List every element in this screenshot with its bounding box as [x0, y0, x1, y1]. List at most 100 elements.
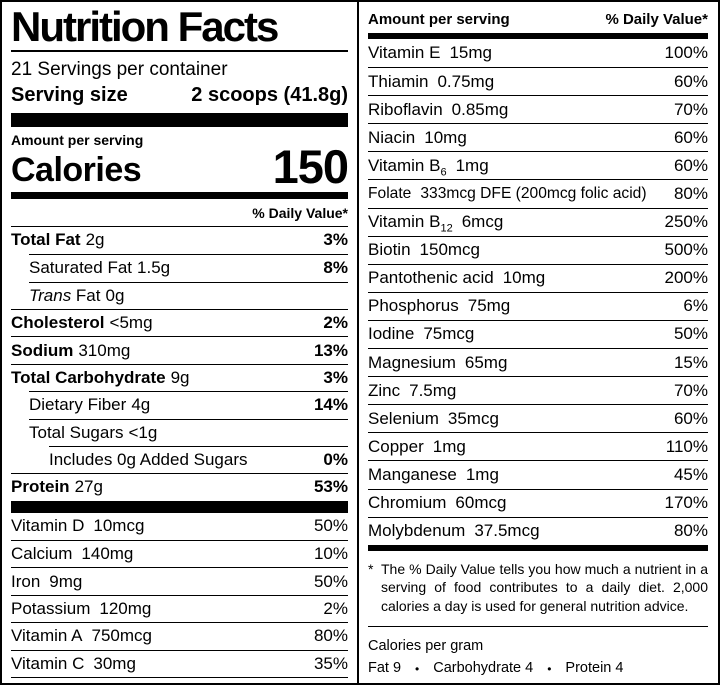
daily-value-percent: 0%	[323, 450, 348, 470]
daily-value-percent: 250%	[664, 212, 708, 232]
nutrient-amount: 0.75mg	[437, 71, 495, 91]
nutrient-name: Vitamin D 10mcg	[11, 516, 145, 536]
nutrient-amount: 0g	[105, 285, 125, 305]
nutrient-row: Potassium 120mg 2%	[11, 594, 348, 622]
nutrient-name: Vitamin B12 6mcg	[368, 212, 504, 235]
nutrient-name: Includes 0g Added Sugars	[49, 450, 248, 470]
nutrient-name: Thiamin 0.75mg	[368, 71, 495, 91]
nutrient-row: Sodium 310mg 13%	[11, 336, 348, 363]
serving-size-value: 2 scoops (41.8g)	[191, 83, 348, 106]
nutrient-amount: 120mg	[99, 599, 152, 619]
nutrient-amount: 9mg	[49, 571, 83, 591]
nutrient-amount: 7.5mg	[409, 380, 457, 400]
nutrient-amount: 1.5g	[137, 258, 171, 278]
daily-value-percent: 60%	[673, 408, 708, 428]
nutrient-row: Magnesium 65mg 15%	[368, 348, 708, 376]
nutrient-row: Riboflavin 0.85mg 70%	[368, 95, 708, 123]
calories-value: 150	[272, 140, 349, 194]
serving-size-row: Serving size 2 scoops (41.8g)	[11, 81, 348, 113]
thick-divider-bar	[11, 112, 348, 127]
nutrient-row: Phosphorus 75mg 6%	[368, 291, 708, 320]
bullet-separator-icon: •	[415, 661, 420, 676]
serving-size-label: Serving size	[11, 83, 128, 106]
daily-value-percent: 60%	[673, 155, 708, 175]
daily-value-percent: 70%	[673, 380, 708, 400]
nutrient-amount: 1mg	[432, 436, 466, 456]
nutrient-amount: 30mg	[93, 653, 136, 673]
nutrient-amount: 10mg	[502, 268, 546, 288]
nutrient-row: Protein 27g 53%	[11, 473, 348, 500]
nutrient-amount: 150mcg	[419, 240, 481, 260]
nutrient-name: Vitamin C 30mg	[11, 653, 136, 673]
nutrient-amount: 140mg	[81, 544, 134, 564]
nutrient-amount: <1g	[128, 422, 158, 442]
nutrient-amount: 6mcg	[461, 212, 504, 232]
daily-value-percent: 14%	[313, 395, 348, 415]
daily-value-percent: 110%	[665, 436, 708, 456]
nutrient-name: Pantothenic acid 10mg	[368, 268, 546, 288]
nutrient-amount: 37.5mcg	[474, 521, 540, 541]
nutrient-name: Magnesium 65mg	[368, 352, 508, 372]
nutrient-row: Copper 1mg 110%	[368, 432, 708, 460]
right-vitamin-rows: Vitamin E 15mg 100% Thiamin 0.75mg 60% Ribofla…	[368, 39, 708, 545]
nutrient-name: Sodium 310mg	[11, 340, 131, 360]
nutrient-name: Molybdenum 37.5mcg	[368, 521, 540, 541]
nutrient-name: Protein 27g	[11, 477, 103, 497]
nutrient-row: Pantothenic acid 10mg 200%	[368, 263, 708, 292]
daily-value-percent: 50%	[673, 324, 708, 344]
nutrient-row: Niacin 10mg 60%	[368, 123, 708, 151]
nutrient-amount: 27g	[74, 477, 103, 497]
daily-value-percent: 45%	[673, 464, 708, 484]
nutrient-amount: 75mcg	[423, 324, 475, 344]
label-title: Nutrition Facts	[11, 2, 348, 52]
nutrient-row: Total Fat 2g 3%	[11, 227, 348, 254]
nutrient-amount: 15mg	[449, 43, 492, 63]
nutrient-name: Folate 333mcg DFE (200mcg folic acid)	[368, 185, 647, 203]
nutrient-row: Vitamin B12 6mcg 250%	[368, 207, 708, 236]
nutrient-name: Zinc 7.5mg	[368, 380, 457, 400]
daily-value-percent: 53%	[313, 477, 348, 497]
nutrient-amount: 0.85mg	[451, 99, 509, 119]
nutrient-name: Manganese 1mg	[368, 464, 499, 484]
daily-value-percent: 170%	[664, 493, 708, 513]
nutrient-name: Chromium 60mcg	[368, 493, 507, 513]
daily-value-percent: 100%	[664, 43, 708, 63]
closing-hairline	[11, 677, 348, 679]
daily-value-percent: 50%	[313, 571, 348, 591]
daily-value-percent: 3%	[323, 230, 348, 250]
nutrient-row: Vitamin D 10mcg 50%	[11, 513, 348, 540]
nutrient-row: Dietary Fiber 4g 14%	[29, 391, 348, 418]
nutrient-name: Trans Fat 0g	[29, 285, 125, 305]
daily-value-percent: 60%	[673, 127, 708, 147]
daily-value-percent: 80%	[313, 626, 348, 646]
column-divider	[357, 2, 359, 683]
daily-value-header: % Daily Value*	[11, 199, 348, 227]
nutrient-amount: 2g	[85, 230, 105, 250]
nutrient-name: Copper 1mg	[368, 436, 466, 456]
calories-label: Calories	[11, 150, 142, 189]
daily-value-percent: 2%	[323, 313, 348, 333]
nutrient-name: Phosphorus 75mg	[368, 296, 511, 316]
nutrient-name: Dietary Fiber 4g	[29, 395, 151, 415]
nutrient-name: Total Fat 2g	[11, 230, 105, 250]
nutrient-amount: 35mcg	[447, 408, 499, 428]
calories-per-gram-item: Fat 9	[368, 659, 402, 676]
nutrient-row: Vitamin C 30mg 35%	[11, 649, 348, 677]
nutrient-name: Iodine 75mcg	[368, 324, 475, 344]
nutrient-row: Cholesterol <5mg 2%	[11, 308, 348, 336]
calories-per-gram-block: Calories per gram Fat 9 • Carbohydrate 4 • P…	[368, 627, 708, 680]
nutrient-row: Iron 9mg 50%	[11, 567, 348, 594]
nutrient-amount: 60mcg	[455, 493, 507, 513]
footnote-hairline	[368, 625, 708, 627]
daily-value-percent: 3%	[323, 367, 348, 387]
daily-value-percent: 6%	[683, 296, 708, 316]
main-nutrient-rows: Total Fat 2g 3% Saturated Fat 1.5g 8% Trans Fa…	[11, 227, 348, 501]
calories-per-gram-item: Carbohydrate 4	[433, 659, 534, 676]
daily-value-percent: 35%	[313, 653, 348, 673]
nutrient-name: Niacin 10mg	[368, 127, 467, 147]
right-header-row: Amount per serving % Daily Value*	[368, 2, 708, 33]
nutrient-name: Selenium 35mcg	[368, 408, 499, 428]
nutrient-row: Molybdenum 37.5mcg 80%	[368, 516, 708, 545]
nutrient-row: Vitamin A 750mcg 80%	[11, 622, 348, 649]
